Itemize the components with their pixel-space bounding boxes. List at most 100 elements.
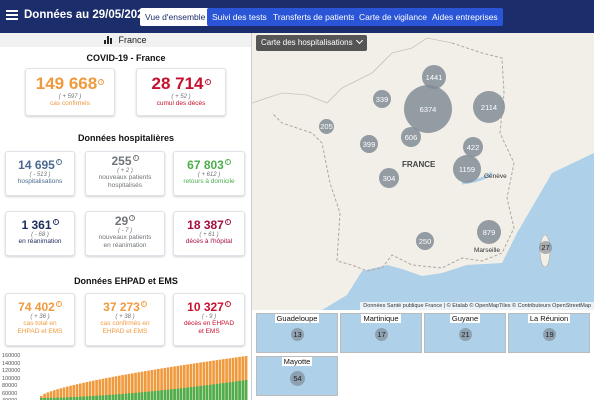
- new-hospitalised-value: 255 i: [86, 154, 164, 168]
- overseas-guyane[interactable]: Guyane 21: [424, 313, 506, 353]
- map-land: [252, 33, 594, 310]
- chart-bar-returns: [66, 397, 69, 400]
- chart-bar-returns: [114, 394, 118, 400]
- overseas-la-reunion[interactable]: La Réunion 19: [508, 313, 590, 353]
- chart-y-tick: 40000: [2, 398, 17, 400]
- chart-bar-returns: [241, 380, 245, 400]
- overseas-martinique[interactable]: Martinique 17: [340, 313, 422, 353]
- card-ehpad-total: 74 402 i ( + 36 ) cas total en EHPAD et E…: [5, 293, 75, 346]
- map-bubble[interactable]: 606: [401, 127, 421, 147]
- ehpad-confirmed-label-2: EHPAD et EMS: [102, 327, 148, 335]
- chart-bar-cases: [49, 391, 53, 400]
- chart-bar-returns: [238, 380, 241, 400]
- chart-bar-returns: [108, 394, 111, 400]
- returns-home-value: 67 803 i: [174, 158, 244, 172]
- chart-bar-cases: [62, 387, 66, 400]
- chart-bar-returns: [75, 396, 79, 400]
- chart-bar-cases: [209, 361, 212, 400]
- hospitalisation-map[interactable]: Carte des hospitalisations FRANCE Genève…: [252, 33, 594, 310]
- chart-bar-cases: [147, 370, 150, 400]
- chart-bar-cases: [244, 356, 248, 400]
- chart-bar-returns: [69, 397, 72, 400]
- chart-bar-cases: [46, 392, 50, 400]
- ehpad-total-label-1: cas total en: [23, 320, 57, 327]
- chart-bar-cases: [114, 376, 118, 400]
- overseas-bubble: 13: [291, 328, 304, 341]
- map-bubble[interactable]: 6374: [404, 85, 452, 133]
- tab-vigilance[interactable]: Carte de vigilance: [354, 8, 433, 26]
- chart-bar-returns: [222, 383, 225, 400]
- overseas-name: Guyane: [449, 314, 481, 323]
- deaths-delta: ( + 52 ): [171, 94, 191, 100]
- map-layer-selector[interactable]: Carte des hospitalisations: [256, 35, 367, 51]
- hospitalisations-label: hospitalisations: [17, 178, 63, 185]
- chart-bars: [40, 356, 248, 400]
- overseas-guadeloupe[interactable]: Guadeloupe 13: [256, 313, 338, 353]
- map-bubble[interactable]: 422: [463, 137, 483, 157]
- menu-icon[interactable]: [6, 10, 18, 20]
- hospital-deaths-delta: ( + 61 ): [199, 232, 219, 238]
- ehpad-confirmed-value: 37 273 i: [86, 300, 164, 314]
- chart-bar-cases: [137, 372, 141, 400]
- chart-bar-returns: [157, 390, 160, 400]
- france-coast-north: [252, 37, 453, 104]
- hospitalisations-delta: ( - 513 ): [29, 172, 51, 178]
- ehpad-confirmed-label-1: cas confirmés en: [100, 320, 150, 327]
- map-bubble[interactable]: 304: [379, 168, 399, 188]
- chart-bar-cases: [98, 379, 102, 400]
- chart-bar-cases: [82, 382, 85, 400]
- chart-bar-returns: [49, 397, 53, 400]
- chart-bar-cases: [179, 365, 183, 400]
- confirmed-label: cas confirmés: [49, 100, 91, 107]
- chart-y-tick: 60000: [2, 390, 18, 397]
- chart-bar-returns: [231, 381, 235, 400]
- card-hospital-deaths: 18 387 i ( + 61 ) décès à l'hôpital: [173, 211, 245, 256]
- hospital-deaths-label: décès à l'hôpital: [185, 238, 233, 245]
- chart-bar-returns: [189, 387, 193, 400]
- chart-bar-returns: [56, 397, 59, 400]
- chart-bar-cases: [157, 368, 160, 400]
- chart-bar-cases: [199, 362, 202, 400]
- map-bubble[interactable]: 250: [416, 232, 434, 250]
- tab-transfers[interactable]: Transferts de patients: [268, 8, 360, 26]
- chart-bar-returns: [137, 392, 141, 400]
- map-bubble[interactable]: 2114: [473, 91, 505, 123]
- chart-bar-returns: [170, 389, 173, 400]
- overseas-mayotte[interactable]: Mayotte 54: [256, 356, 338, 396]
- tab-business-aid[interactable]: Aides entreprises: [427, 8, 503, 26]
- map-bubble[interactable]: 205: [319, 119, 334, 134]
- card-deaths: 28 714 i ( + 52 ) cumul des décès: [136, 68, 226, 116]
- map-bubble[interactable]: 879: [477, 220, 501, 244]
- chart-bar-cases: [150, 370, 154, 400]
- new-icu-value: 29 i: [86, 214, 164, 228]
- map-bubble[interactable]: 1159: [453, 155, 481, 183]
- overseas-name: Mayotte: [281, 357, 313, 366]
- chart-bar-cases: [176, 365, 180, 400]
- chart-bar-returns: [124, 393, 128, 400]
- chart-bar-returns: [218, 383, 222, 400]
- chart-bar-cases: [196, 362, 199, 400]
- city-label-marseille: Marseille: [474, 247, 501, 254]
- chart-bar-cases: [241, 356, 245, 400]
- map-bubble[interactable]: 339: [373, 90, 391, 108]
- tab-tests[interactable]: Suivi des tests: [207, 8, 272, 26]
- new-icu-label-1: nouveaux patients: [98, 234, 152, 241]
- chart-bar-cases: [72, 384, 76, 400]
- chart-bar-cases: [238, 356, 241, 400]
- map-bubble[interactable]: 399: [360, 135, 378, 153]
- region-selector[interactable]: France: [0, 33, 251, 47]
- map-bubble[interactable]: 27: [539, 241, 552, 254]
- deaths-value: 28 714 i: [137, 74, 225, 94]
- confirmed-value: 149 668 i: [26, 74, 114, 94]
- card-returns-home: 67 803 i ( + 612 ) retours à domicile: [173, 151, 245, 196]
- tab-overview[interactable]: Vue d'ensemble: [140, 8, 211, 26]
- ehpad-deaths-label-2: et EMS: [198, 327, 220, 335]
- chart-bar-returns: [131, 393, 134, 400]
- chart-bar-cases: [235, 357, 238, 400]
- chart-bar-cases: [95, 380, 98, 400]
- chart-bar-cases: [85, 382, 89, 400]
- chart-bar-cases: [144, 371, 147, 400]
- icu-label: en réanimation: [18, 238, 62, 245]
- ehpad-confirmed-delta: ( + 38 ): [115, 314, 135, 320]
- chart-y-tick: 100000: [2, 375, 21, 382]
